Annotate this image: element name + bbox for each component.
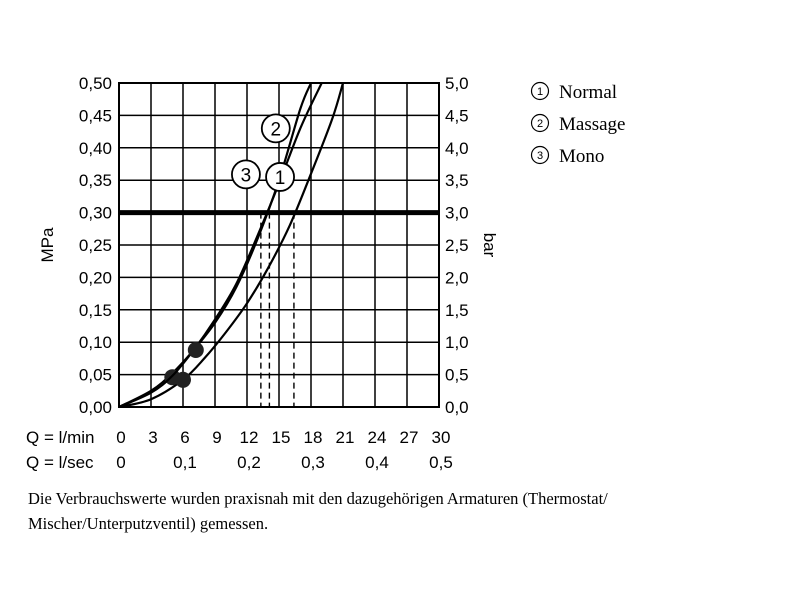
curve-normal [119,82,345,409]
y-left-tick-label: 0,40 [79,139,112,158]
x-tick-label: 12 [240,428,259,447]
curve-marker-1 [265,162,295,192]
x-tick-label: 24 [368,428,387,447]
curve-marker-number: 1 [275,168,286,189]
x-tick-label: 21 [336,428,355,447]
pressure-flow-chart: 123 0,000,050,100,150,200,250,300,350,40… [26,74,625,472]
x-tick-label: 0,1 [173,453,197,472]
x-tick-label: 0,5 [429,453,453,472]
legend-marker-number: 1 [537,86,543,98]
y-right-tick-label: 2,5 [445,236,469,255]
y-right-tick-label: 1,5 [445,301,469,320]
curve-mono [119,82,323,409]
y-right-tick-label: 0,5 [445,366,469,385]
y-right-tick-label: 4,5 [445,106,469,125]
y-left-tick-label: 0,20 [79,268,112,287]
legend-marker-2 [530,113,550,133]
x-tick-label: 3 [148,428,157,447]
y-right-tick-label: 0,0 [445,398,469,417]
y-right-tick-label: 1,0 [445,333,469,352]
y-left-tick-label: 0,35 [79,171,112,190]
curve-massage [119,82,313,408]
y-left-tick-label: 0,05 [79,366,112,385]
operating-point-mono [187,341,204,358]
y-right-axis-title: bar [480,233,499,258]
legend-marker-number: 2 [537,118,543,130]
x-tick-label: 18 [304,428,323,447]
curve-marker-3 [231,159,261,190]
y-left-tick-label: 0,15 [79,301,112,320]
y-right-tick-label: 4,0 [445,139,469,158]
y-right-tick-label: 5,0 [445,74,469,93]
curve-marker-2 [260,113,291,144]
y-left-tick-label: 0,45 [79,106,112,125]
x-tick-label: 0,2 [237,453,261,472]
x-tick-label: 0 [116,428,125,447]
x-tick-label: 0 [116,453,125,472]
legend-label-massage: Massage [559,114,625,135]
legend-marker-1 [530,81,550,101]
y-right-tick-label: 2,0 [445,268,469,287]
plot-frame [118,82,440,408]
caption-text: Die Verbrauchswerte wurden praxisnah mit… [28,489,608,533]
x-tick-label: 0,4 [365,453,389,472]
legend-marker-3 [530,145,550,165]
x-tick-label: 30 [432,428,451,447]
axis-labels: 0,000,050,100,150,200,250,300,350,400,45… [26,74,469,472]
legend-label-normal: Normal [559,82,617,103]
x-row-label: Q = l/min [26,428,95,447]
y-left-tick-label: 0,10 [79,333,112,352]
y-left-tick-label: 0,50 [79,74,112,93]
x-tick-label: 6 [180,428,189,447]
reference-lines [119,210,439,407]
y-right-tick-label: 3,5 [445,171,469,190]
legend-marker-number: 3 [537,150,543,162]
x-tick-label: 15 [272,428,291,447]
y-left-axis-title: MPa [38,227,57,263]
y-left-tick-label: 0,30 [79,204,112,223]
legend: 1 Normal 2 Massage 3 Mono [530,81,625,167]
x-tick-label: 0,3 [301,453,325,472]
x-tick-label: 27 [400,428,419,447]
curve-marker-number: 3 [241,165,252,186]
flow-curves: 1 2 3 [119,82,345,409]
curve-marker-number: 2 [271,119,282,140]
y-left-tick-label: 0,25 [79,236,112,255]
y-left-tick-label: 0,00 [79,398,112,417]
x-tick-label: 9 [212,428,221,447]
y-right-tick-label: 3,0 [445,204,469,223]
legend-label-mono: Mono [559,146,604,167]
x-row-label: Q = l/sec [26,453,94,472]
